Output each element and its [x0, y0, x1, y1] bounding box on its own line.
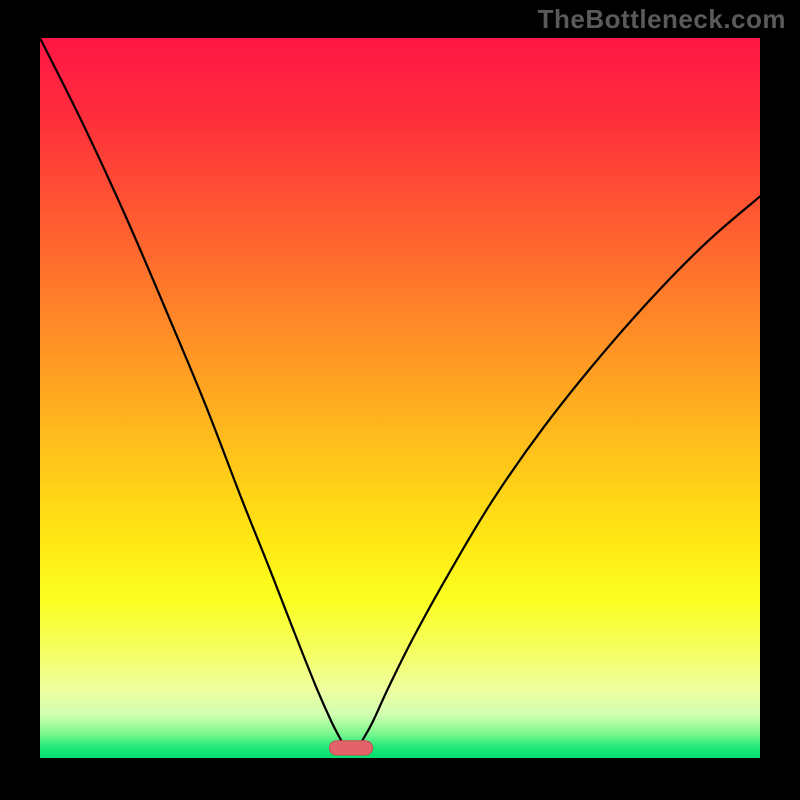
plot-area: [40, 38, 760, 758]
bottleneck-chart: [0, 0, 800, 800]
chart-container: TheBottleneck.com: [0, 0, 800, 800]
watermark-text: TheBottleneck.com: [538, 4, 786, 35]
minimum-marker: [329, 741, 372, 755]
